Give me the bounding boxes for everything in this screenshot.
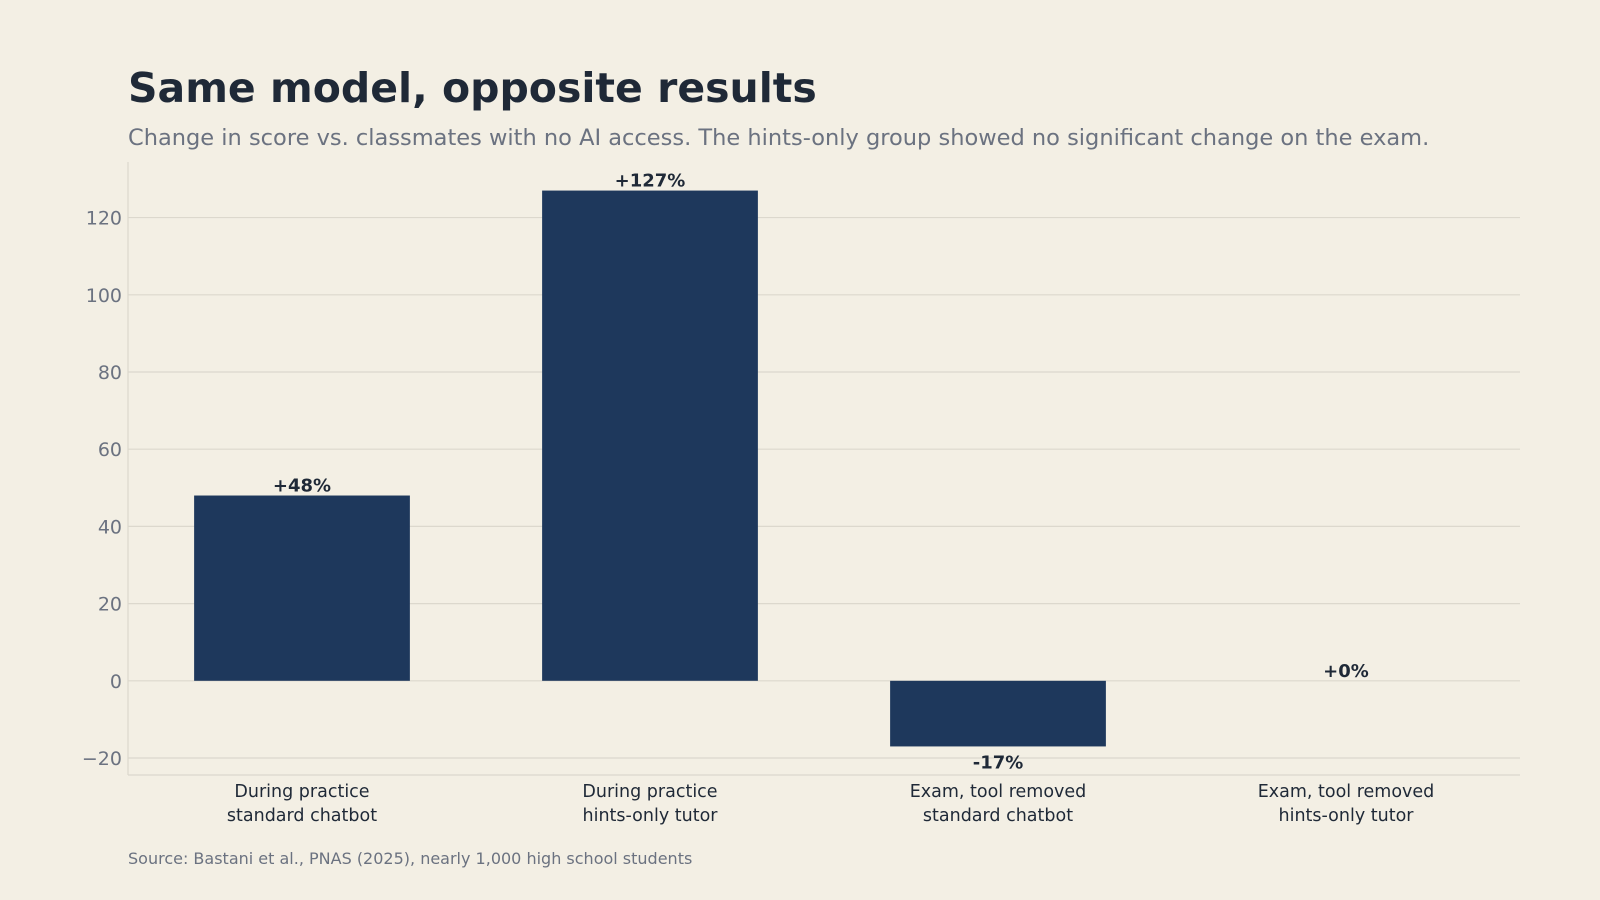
data-label: +127% — [615, 171, 686, 192]
y-tick-label: 100 — [86, 285, 122, 307]
x-tick-label: hints-only tutor — [1279, 806, 1415, 826]
x-tick-label: hints-only tutor — [583, 806, 719, 826]
x-tick-label: During practice — [234, 782, 369, 802]
bar — [194, 495, 410, 681]
y-tick-label: 40 — [98, 516, 122, 538]
data-label: +48% — [273, 476, 331, 497]
chart-subtitle: Change in score vs. classmates with no A… — [128, 125, 1430, 151]
x-tick-label: standard chatbot — [923, 806, 1073, 826]
x-tick-label: Exam, tool removed — [1258, 782, 1435, 802]
y-tick-label: 80 — [98, 362, 122, 384]
chart-title: Same model, opposite results — [128, 64, 817, 112]
y-tick-label: 0 — [110, 671, 122, 693]
y-tick-label: −20 — [82, 748, 122, 770]
bar — [890, 680, 1106, 747]
x-tick-label: During practice — [582, 782, 717, 802]
y-tick-label: 20 — [98, 594, 122, 616]
data-label: +0% — [1323, 661, 1369, 682]
x-tick-label: Exam, tool removed — [910, 782, 1087, 802]
y-tick-label: 120 — [86, 208, 122, 230]
bar — [542, 190, 758, 681]
data-label: -17% — [973, 752, 1024, 773]
y-tick-label: 60 — [98, 439, 122, 461]
x-tick-label: standard chatbot — [227, 806, 377, 826]
chart-source: Source: Bastani et al., PNAS (2025), nea… — [128, 849, 693, 868]
